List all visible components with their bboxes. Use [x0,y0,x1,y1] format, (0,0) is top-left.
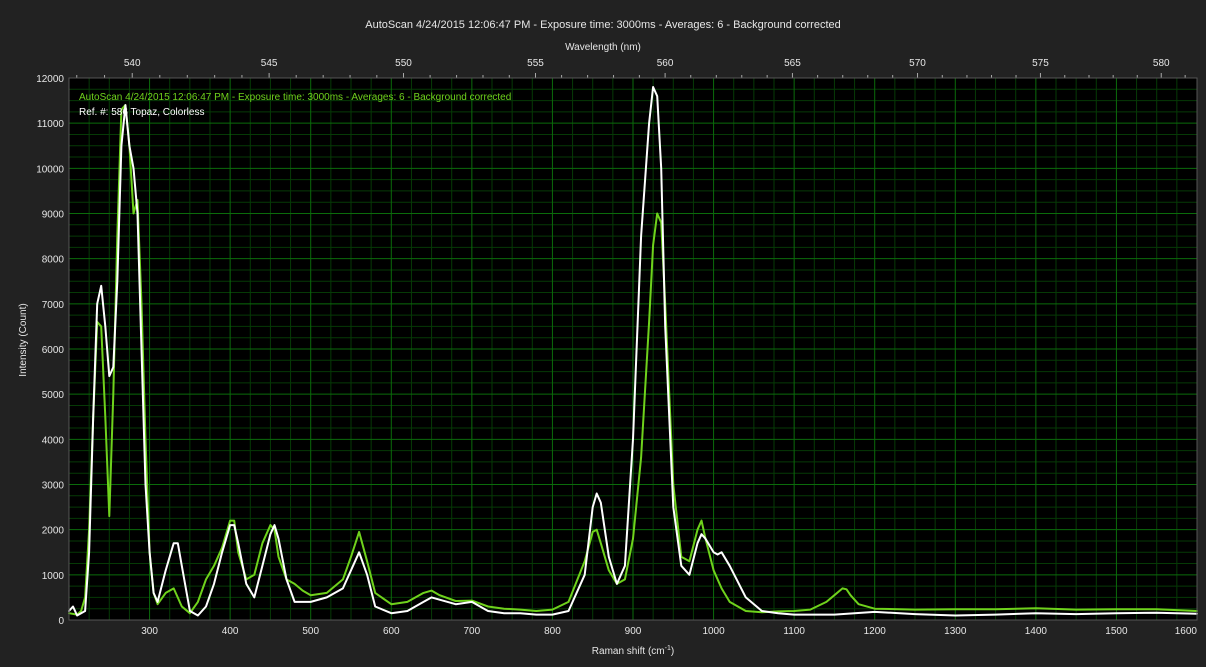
y-tick-label: 12000 [36,74,64,85]
top-tick-label: 545 [261,58,278,69]
x-axis-label-unit: (cm [648,646,665,657]
top-axis-label: Wavelength (nm) [565,42,641,53]
x-tick-label: 1400 [1025,626,1048,637]
plot-border [68,77,1198,621]
x-tick-label: 1200 [864,626,887,637]
y-tick-label: 6000 [42,345,65,356]
y-axis-label: Intensity (Count) [18,303,29,376]
x-tick-label: 400 [222,626,239,637]
y-tick-label: 0 [58,616,64,627]
y-tick-label: 3000 [42,481,65,492]
y-tick-label: 9000 [42,210,65,221]
x-tick-label: 1100 [783,626,805,637]
top-tick-label: 565 [784,58,801,69]
y-tick-label: 4000 [42,435,65,446]
x-tick-label: 300 [141,626,158,637]
y-tick-label: 1000 [42,571,65,582]
x-tick-label: 700 [464,626,481,637]
x-axis-label-unit-sup: -1 [665,645,671,652]
x-tick-label: 1000 [702,626,725,637]
y-tick-label: 10000 [36,164,64,175]
x-axis-label-text: Raman shift [592,646,646,657]
chart-title: AutoScan 4/24/2015 12:06:47 PM - Exposur… [365,19,841,31]
top-tick-label: 575 [1032,58,1049,69]
top-tick-label: 550 [395,58,412,69]
x-tick-label: 600 [383,626,400,637]
legend-entry-reference: Ref. #: 586 Topaz, Colorless [79,107,204,118]
x-tick-label: 900 [625,626,642,637]
y-tick-label: 7000 [42,300,65,311]
x-axis-label-unit-close: ) [671,646,674,657]
x-tick-label: 500 [302,626,319,637]
y-tick-label: 11000 [37,119,65,130]
top-tick-label: 540 [124,58,141,69]
y-tick-label: 5000 [42,390,65,401]
y-tick-label: 2000 [42,526,65,537]
legend-entry-autoscan: AutoScan 4/24/2015 12:06:47 PM - Exposur… [79,92,511,103]
top-tick-label: 570 [909,58,926,69]
x-tick-label: 800 [544,626,561,637]
x-tick-label: 1500 [1105,626,1128,637]
x-axis-label: Raman shift (cm-1) [592,645,674,657]
series-line-reference [68,86,1198,617]
x-tick-label: 1300 [944,626,967,637]
top-tick-label: 580 [1153,58,1170,69]
top-tick-label: 560 [657,58,674,69]
x-tick-label: 1600 [1175,626,1198,637]
top-tick-label: 555 [527,58,544,69]
y-tick-label: 8000 [42,255,65,266]
